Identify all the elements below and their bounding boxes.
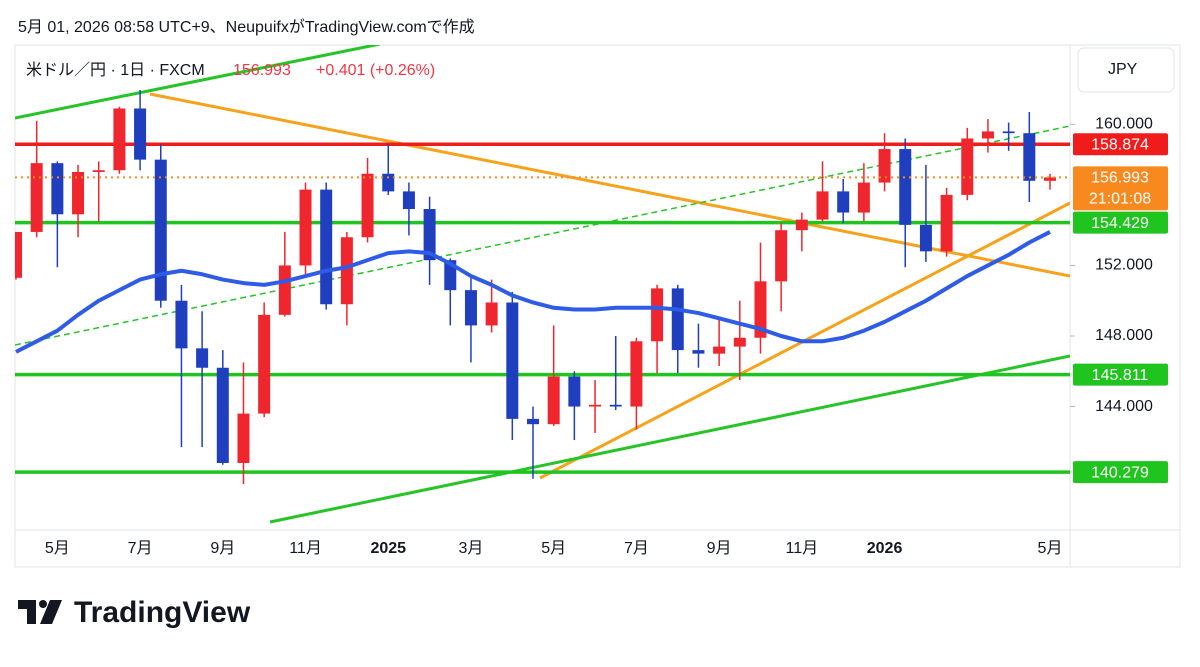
candle-body bbox=[630, 341, 643, 407]
plot bbox=[15, 89, 1070, 485]
legend-price: 156.993 bbox=[233, 62, 291, 79]
x-tick-label: 2026 bbox=[867, 540, 903, 557]
candle-body bbox=[506, 302, 519, 419]
candle-body bbox=[899, 149, 912, 225]
candle-body bbox=[15, 231, 22, 278]
countdown: 21:01:08 bbox=[1089, 191, 1151, 208]
trend-line bbox=[269, 354, 1070, 524]
currency-box bbox=[1077, 47, 1175, 93]
level-label: 154.429 bbox=[1091, 215, 1149, 232]
drawings bbox=[15, 45, 1070, 524]
y-tick-label: 152.000 bbox=[1095, 257, 1153, 274]
candle-body bbox=[72, 171, 85, 215]
candle-body bbox=[258, 314, 271, 414]
candle-body bbox=[299, 189, 312, 266]
level-label-box bbox=[1073, 133, 1168, 156]
x-tick-label: 7月 bbox=[128, 540, 153, 557]
candle-body bbox=[134, 108, 147, 160]
candle-body bbox=[51, 163, 64, 215]
candle-body bbox=[216, 367, 229, 463]
x-tick-label: 11月 bbox=[289, 540, 322, 557]
level-label: 145.811 bbox=[1092, 367, 1149, 384]
candle-body bbox=[92, 170, 105, 172]
candle-body bbox=[589, 404, 602, 407]
candle-body bbox=[485, 302, 498, 326]
trend-line bbox=[15, 45, 381, 120]
candle-body bbox=[692, 350, 705, 354]
candle-body bbox=[402, 191, 415, 210]
candle-body bbox=[609, 404, 622, 407]
candle-body bbox=[981, 131, 994, 139]
x-tick-label: 5月 bbox=[1038, 540, 1063, 557]
candle-body bbox=[733, 337, 746, 347]
logo: TradingView bbox=[18, 596, 251, 629]
candle-body bbox=[464, 290, 477, 326]
candle-body bbox=[196, 348, 209, 368]
frame bbox=[14, 44, 1181, 568]
level-label-box bbox=[1073, 363, 1168, 386]
candle-body bbox=[1023, 133, 1036, 181]
candle-body bbox=[237, 413, 250, 463]
moving-average bbox=[15, 230, 1051, 354]
logo-text: TradingView bbox=[74, 596, 251, 629]
candle-body bbox=[320, 189, 333, 305]
x-tick-label: 5月 bbox=[541, 540, 566, 557]
candle-body bbox=[878, 149, 891, 183]
x-tick-label: 9月 bbox=[210, 540, 235, 557]
x-tick-label: 5月 bbox=[45, 540, 70, 557]
candle-body bbox=[775, 230, 788, 282]
candle-body bbox=[816, 191, 829, 220]
candle-body bbox=[30, 163, 43, 232]
candle-body bbox=[175, 300, 188, 349]
candle-body bbox=[154, 159, 167, 301]
trend-line bbox=[149, 92, 1070, 278]
candle-body bbox=[961, 138, 974, 195]
candle-body bbox=[857, 182, 870, 213]
candle-body bbox=[1002, 131, 1015, 134]
candle-body bbox=[568, 376, 581, 407]
candle-body bbox=[382, 173, 395, 192]
level-label-box bbox=[1073, 211, 1168, 234]
logo-icon bbox=[18, 600, 62, 624]
currency: JPY bbox=[1108, 61, 1138, 78]
candle-body bbox=[340, 237, 353, 305]
candle-body bbox=[361, 173, 374, 238]
last-price-box bbox=[1073, 166, 1168, 211]
candle-body bbox=[651, 288, 664, 342]
candle-body bbox=[837, 191, 850, 213]
x-tick-label: 3月 bbox=[459, 540, 484, 557]
last-price-label: 156.993 bbox=[1091, 170, 1149, 187]
y-tick-label: 160.000 bbox=[1095, 116, 1153, 133]
y-tick-label: 148.000 bbox=[1095, 327, 1153, 344]
caption: 5月 01, 2026 08:58 UTC+9、NeupuifxがTrading… bbox=[18, 18, 475, 36]
candle-body bbox=[754, 281, 767, 338]
x-tick-label: 11月 bbox=[786, 540, 819, 557]
symbol: 米ドル／円 · 1日 · FXCM bbox=[26, 61, 205, 79]
candle-body bbox=[113, 108, 126, 171]
candle-body bbox=[1044, 177, 1056, 181]
legend-change: +0.401 (+0.26%) bbox=[316, 62, 435, 79]
level-label: 158.874 bbox=[1091, 136, 1149, 153]
level-label: 140.279 bbox=[1091, 464, 1149, 481]
candle-body bbox=[919, 224, 932, 252]
candle-body bbox=[278, 265, 291, 315]
candle-body bbox=[527, 418, 539, 425]
x-tick-label: 7月 bbox=[624, 540, 649, 557]
candle-body bbox=[547, 376, 560, 425]
candle-body bbox=[713, 346, 726, 354]
candle-body bbox=[423, 209, 436, 261]
trend-line bbox=[15, 125, 1070, 346]
y-tick-label: 144.000 bbox=[1095, 398, 1153, 415]
x-tick-label: 9月 bbox=[707, 540, 732, 557]
candle-body bbox=[940, 194, 953, 252]
candle-body bbox=[671, 288, 684, 351]
level-label-box bbox=[1073, 461, 1168, 484]
logo-icon bbox=[39, 600, 47, 608]
candle-body bbox=[795, 219, 808, 231]
x-tick-label: 2025 bbox=[370, 540, 406, 557]
